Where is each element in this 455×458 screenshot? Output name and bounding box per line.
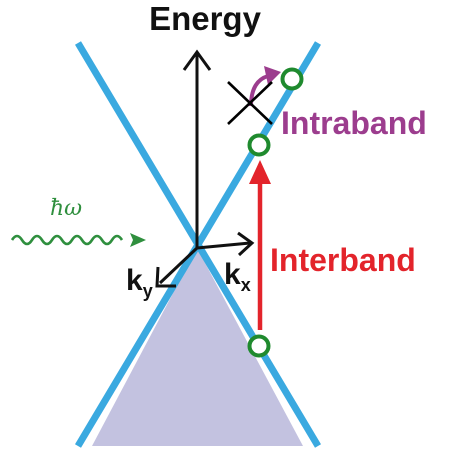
electron-circle-icon [247, 133, 271, 157]
kx-axis [196, 231, 255, 257]
kx-label: kx [224, 258, 251, 295]
energy-label: Energy [149, 0, 262, 37]
intraband-label: Intraband [281, 105, 427, 141]
ky-label: ky [126, 264, 153, 301]
energy-axis [182, 49, 212, 248]
electron-circle-icon [247, 334, 271, 358]
valence-band-fill [92, 248, 303, 446]
interband-label: Interband [270, 242, 416, 278]
ky-axis [155, 246, 199, 288]
interband-arrow [249, 160, 271, 330]
electron-circle-icon [280, 67, 304, 91]
cross-mark-icon [227, 81, 273, 125]
photon-energy-label: ħω [50, 196, 82, 221]
wavy-photon-arrow-icon [10, 233, 146, 247]
